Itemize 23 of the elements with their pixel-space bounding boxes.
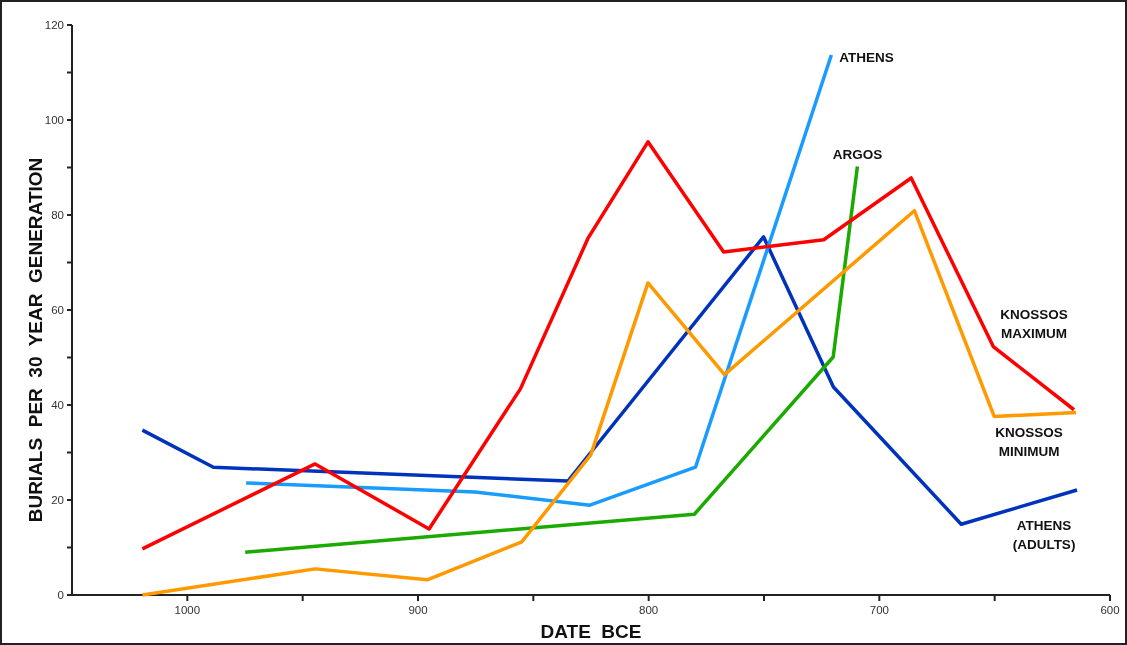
series-label: KNOSSOS MINIMUM <box>995 424 1063 459</box>
y-tick-label: 20 <box>51 494 64 506</box>
y-tick-label: 60 <box>51 304 64 316</box>
line-series <box>243 164 860 554</box>
series-label: ARGOS <box>832 146 883 162</box>
y-tick-label: 80 <box>51 209 64 221</box>
line-series <box>140 208 1078 597</box>
x-axis-title: DATE BCE <box>540 621 642 642</box>
y-tick-label: 0 <box>57 589 64 601</box>
x-tick-label: 1000 <box>174 604 201 616</box>
series-label: KNOSSOS MAXIMUM <box>1000 306 1068 341</box>
y-axis-title: BURIALS PER 30 YEAR GENERATION <box>25 157 46 523</box>
series-label: ATHENS (ADULTS) <box>1012 518 1076 553</box>
y-tick-label: 40 <box>51 399 64 411</box>
line-series <box>244 53 834 507</box>
x-tick-label: 900 <box>408 604 428 616</box>
x-tick-label: 700 <box>869 604 889 616</box>
y-tick-label: 100 <box>44 114 64 126</box>
series-label: ATHENS <box>839 49 894 65</box>
line-series <box>140 140 1076 551</box>
y-tick-label: 120 <box>44 19 64 31</box>
x-tick-label: 800 <box>639 604 659 616</box>
x-tick-label: 600 <box>1100 604 1120 616</box>
